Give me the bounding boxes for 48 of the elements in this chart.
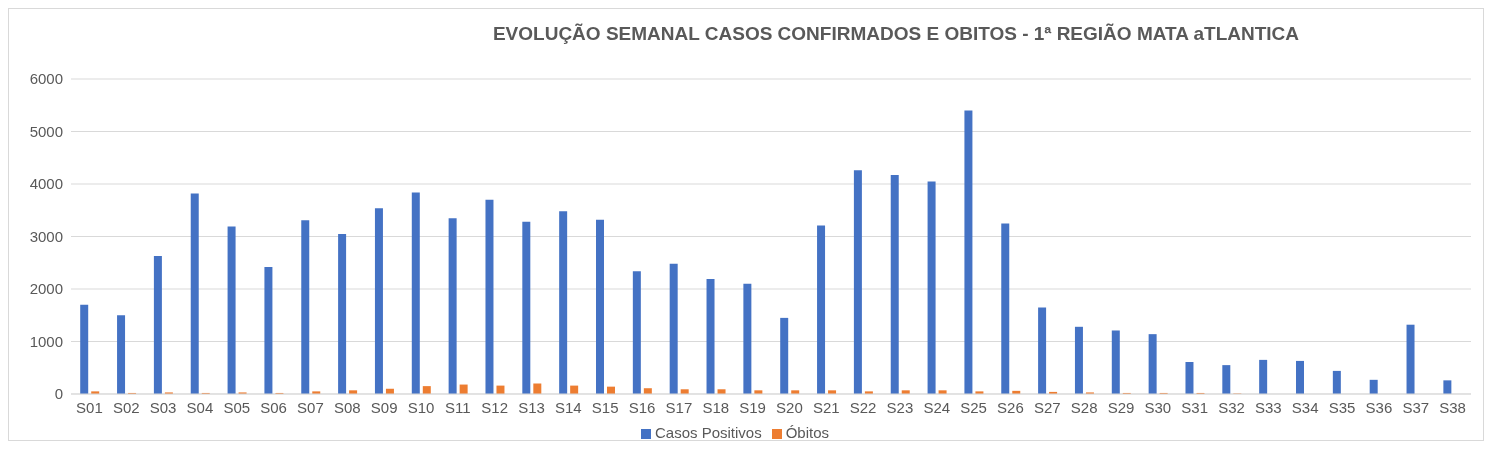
x-tick-label: S36 [1365,398,1393,416]
y-tick-label: 2000 [29,280,63,298]
y-tick-label: 3000 [29,227,63,245]
x-tick-label: S02 [112,398,140,416]
y-tick-label: 4000 [29,175,63,193]
x-tick-label: S13 [518,398,545,416]
x-tick-label: S15 [591,398,619,416]
x-tick-label: S04 [186,398,214,416]
x-tick-label: S21 [812,398,840,416]
x-tick-label: S23 [886,398,914,416]
x-tick-label: S29 [1107,398,1135,416]
x-tick-label: S09 [370,398,398,416]
x-tick-label: S37 [1402,398,1430,416]
x-tick-label: S35 [1328,398,1356,416]
x-tick-label: S30 [1144,398,1172,416]
y-tick-label: 6000 [29,70,63,88]
x-tick-label: S12 [481,398,509,416]
y-tick-label: 5000 [29,122,63,140]
x-tick-label: S14 [555,398,582,416]
x-tick-label: S31 [1181,398,1209,416]
x-tick-label: S16 [628,398,656,416]
x-tick-label: S18 [702,398,730,416]
x-tick-label: S17 [665,398,693,416]
x-tick-label: S07 [297,398,324,416]
x-tick-label: S38 [1439,398,1466,416]
x-tick-label: S27 [1033,398,1061,416]
x-tick-label: S08 [333,398,361,416]
legend-label: Casos Positivos [654,424,762,441]
x-tick-label: S11 [445,398,471,416]
x-tick-label: S24 [923,398,951,416]
x-tick-label: S05 [223,398,251,416]
x-tick-label: S06 [260,398,287,416]
y-tick-label: 1000 [29,332,63,350]
x-tick-label: S32 [1218,398,1245,416]
x-tick-label: S34 [1291,398,1319,416]
legend-label: Óbitos [785,424,830,441]
x-tick-label: S33 [1255,398,1282,416]
x-tick-label: S20 [776,398,803,416]
x-tick-label: S28 [1070,398,1098,416]
x-tick-label: S22 [849,398,877,416]
x-tick-label: S19 [739,398,766,416]
x-tick-label: S03 [149,398,177,416]
x-tick-label: S25 [960,398,987,416]
y-tick-label: 0 [54,385,63,403]
x-tick-label: S26 [997,398,1024,416]
x-tick-label: S01 [76,398,103,416]
chart-title: EVOLUÇÃO SEMANAL CASOS CONFIRMADOS E OBITOS - 1ª REGIÃO MATA aTLANTICA [491,22,1301,46]
x-tick-label: S10 [407,398,435,416]
